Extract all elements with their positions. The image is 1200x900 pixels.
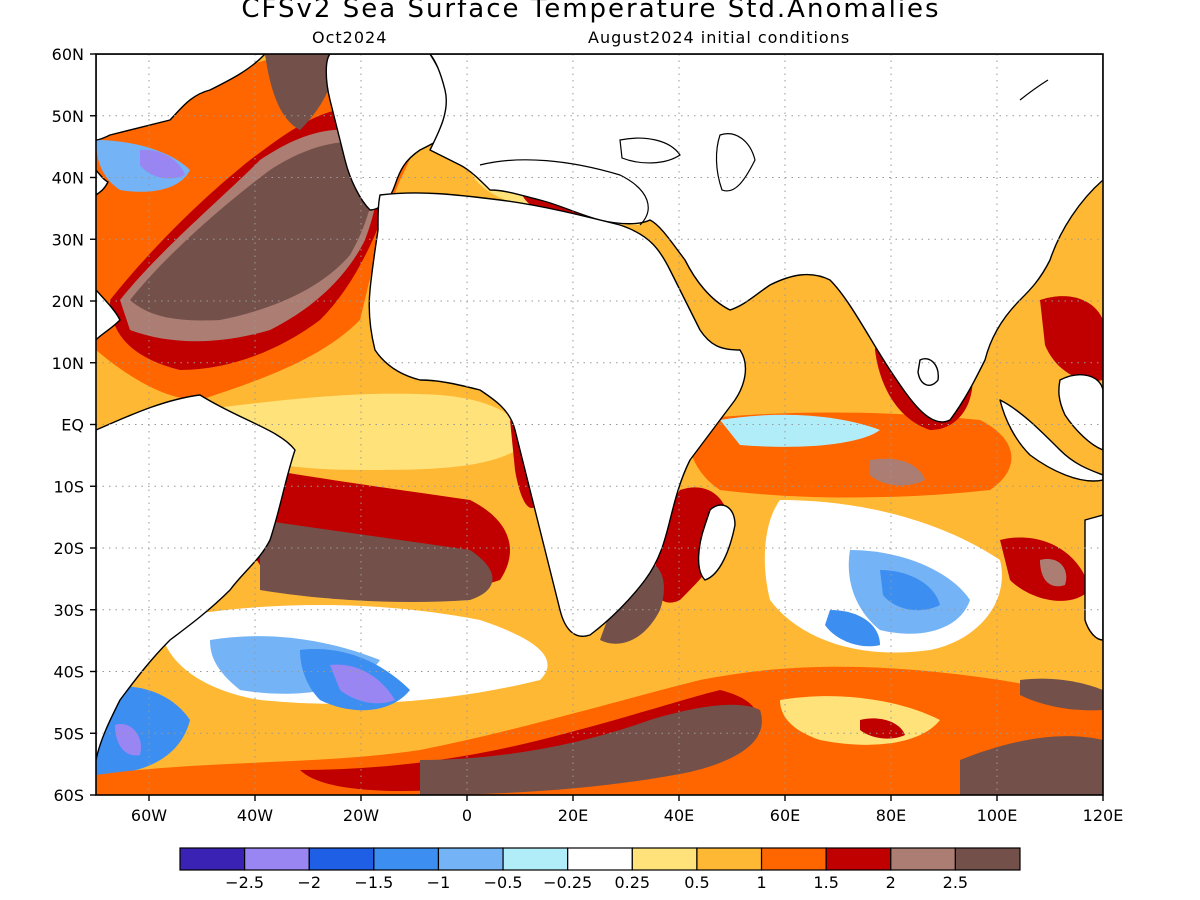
longitude-axis: 60W 40W 20W 0 20E 40E 60E 80E 100E 120E: [131, 795, 1123, 825]
anomaly-region: [600, 560, 664, 644]
eurasia-land: [429, 54, 1103, 423]
caribbean-island: [96, 169, 109, 196]
longitude-tick-label: 0: [462, 806, 472, 825]
anomaly-region: [870, 458, 925, 486]
latitude-tick-label: 10S: [53, 477, 84, 496]
colorbar-label: −1.5: [354, 873, 393, 892]
map-plot-area: [96, 54, 1103, 795]
latitude-tick-label: 50S: [53, 724, 84, 743]
longitude-tick-label: 40E: [664, 806, 694, 825]
colorbar-swatch: [244, 847, 310, 871]
latitude-tick-label: 30S: [53, 601, 84, 620]
anomaly-region: [330, 664, 395, 704]
anomaly-region: [96, 686, 190, 775]
latitude-tick-label: EQ: [61, 416, 84, 435]
africa-land: [368, 192, 747, 637]
longitude-tick-label: 20W: [343, 806, 379, 825]
latitude-tick-label: 40N: [52, 169, 84, 188]
black-sea-coast: [619, 137, 681, 164]
anomaly-region: [265, 54, 333, 130]
colorbar-label: 2.5: [943, 873, 968, 892]
colorbar-label: −0.5: [484, 873, 523, 892]
latitude-tick-label: 10N: [52, 354, 84, 373]
chart-title: CFSv2 Sea Surface Temperature Std.Anomal…: [241, 0, 941, 24]
longitude-tick-label: 60W: [131, 806, 167, 825]
colorbar-swatch: [179, 847, 246, 871]
colorbar-label: 0.25: [614, 873, 650, 892]
target-month-label: Oct2024: [312, 28, 388, 47]
anomaly-region: [1040, 296, 1103, 381]
anomaly-region: [880, 570, 940, 611]
borneo-land: [1058, 374, 1103, 451]
latitude-axis: 60N 50N 40N 30N 20N 10N EQ 10S 20S 30S 40S 50S 60S: [52, 45, 96, 805]
central-america-land: [96, 289, 121, 341]
longitude-tick-label: 60E: [770, 806, 800, 825]
anomaly-region: [420, 704, 762, 795]
lake-baikal-coast: [1019, 79, 1049, 101]
colorbar-label: 1: [756, 873, 766, 892]
latitude-tick-label: 40S: [53, 663, 84, 682]
south-america-land: [96, 394, 296, 761]
anomaly-region: [825, 610, 880, 647]
colorbar-swatch: [502, 847, 569, 871]
colorbar-swatch: [567, 847, 633, 871]
mediterranean-coast: [479, 159, 649, 226]
colorbar-swatch: [437, 847, 504, 871]
colorbar-label: 2: [886, 873, 896, 892]
anomaly-region: [960, 736, 1103, 795]
colorbar-label: −0.25: [543, 873, 592, 892]
anomaly-region: [130, 141, 377, 321]
longitude-tick-label: 80E: [876, 806, 906, 825]
colorbar-label: −2: [297, 873, 321, 892]
anomaly-region: [860, 718, 905, 739]
colorbar-swatch: [825, 847, 892, 871]
colorbar-swatch: [696, 847, 763, 871]
longitude-tick-label: 120E: [1083, 806, 1124, 825]
anomaly-region: [260, 520, 493, 602]
map-graticule: [96, 54, 1103, 795]
latitude-tick-label: 30N: [52, 230, 84, 249]
longitude-tick-label: 40W: [237, 806, 273, 825]
caspian-sea-coast: [715, 133, 756, 192]
colorbar-legend: −2.5 −2 −1.5 −1 −0.5 −0.25 0.25 0.5 1 1.5 2 2.5: [179, 847, 1021, 892]
latitude-tick-label: 60N: [52, 45, 84, 64]
colorbar-swatch: [760, 847, 827, 871]
anomaly-region: [1040, 559, 1067, 587]
colorbar-swatch: [308, 847, 375, 871]
colorbar-swatch: [890, 847, 956, 871]
colorbar-label: 0.5: [684, 873, 709, 892]
latitude-tick-label: 50N: [52, 107, 84, 126]
australia-land: [1084, 514, 1103, 641]
anomaly-region: [140, 149, 185, 179]
anomaly-region: [115, 724, 141, 756]
latitude-tick-label: 60S: [53, 786, 84, 805]
colorbar-swatch: [631, 847, 698, 871]
anomaly-region: [720, 414, 880, 447]
inland-seas: [479, 79, 1049, 226]
colorbar-label: −2.5: [225, 873, 264, 892]
initial-conditions-label: August2024 initial conditions: [588, 28, 851, 47]
longitude-tick-label: 100E: [977, 806, 1018, 825]
madagascar-land: [697, 504, 736, 581]
latitude-tick-label: 20N: [52, 292, 84, 311]
longitude-tick-label: 20E: [558, 806, 588, 825]
colorbar-label: 1.5: [813, 873, 838, 892]
colorbar-label: −1: [427, 873, 451, 892]
colorbar-swatch: [954, 847, 1021, 871]
land-masses: [96, 54, 1103, 761]
colorbar-swatch: [373, 847, 440, 871]
latitude-tick-label: 20S: [53, 539, 84, 558]
anomaly-region: [1020, 678, 1103, 711]
north-america-land: [96, 54, 266, 141]
sri-lanka-land: [917, 358, 939, 386]
